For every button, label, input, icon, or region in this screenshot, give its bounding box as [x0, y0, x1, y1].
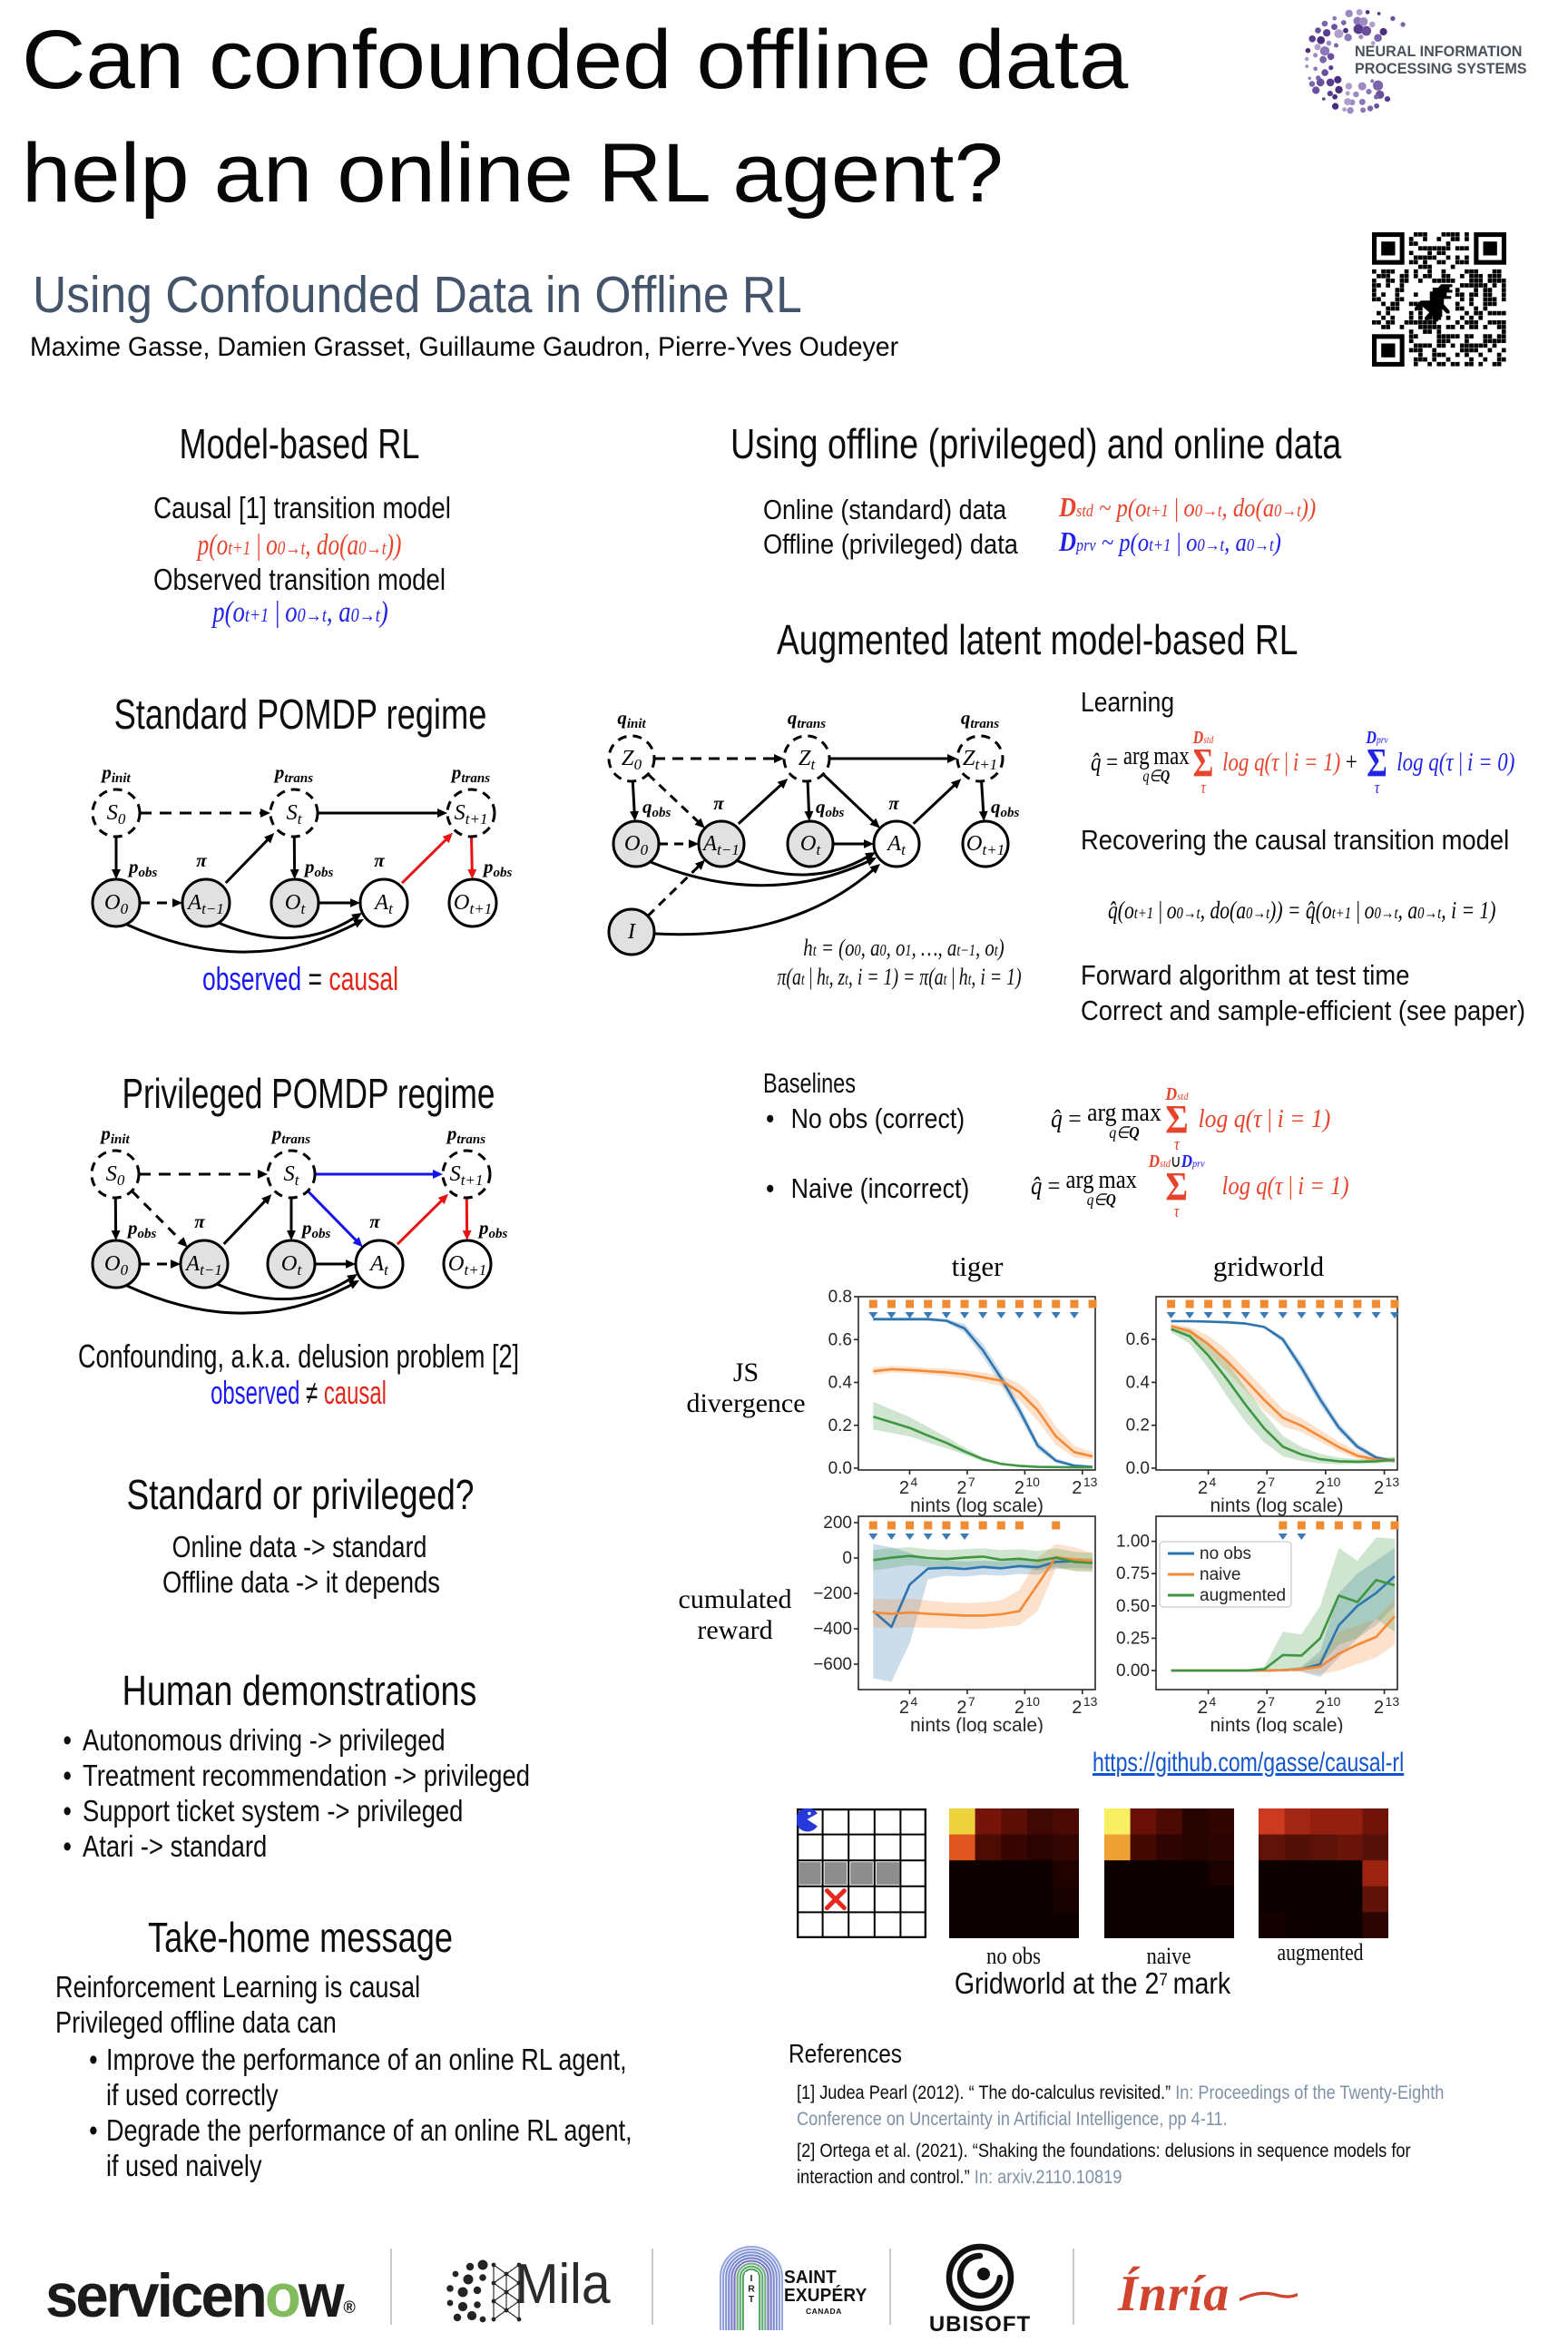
- svg-text:2: 2: [1257, 1478, 1267, 1498]
- svg-text:naive: naive: [1200, 1565, 1240, 1584]
- svg-text:π: π: [369, 1210, 380, 1232]
- svg-text:gridworld: gridworld: [1213, 1250, 1325, 1282]
- svg-text:R: R: [748, 2284, 755, 2295]
- svg-text:0: 0: [842, 1549, 852, 1568]
- svg-text:7: 7: [1268, 1694, 1275, 1709]
- svg-text:2: 2: [1315, 1478, 1325, 1498]
- svg-text:qtrans: qtrans: [961, 707, 999, 731]
- svg-text:0.6: 0.6: [1126, 1330, 1150, 1349]
- svg-text:2: 2: [899, 1478, 909, 1498]
- svg-text:augmented: augmented: [1200, 1586, 1286, 1605]
- svg-text:13: 13: [1083, 1475, 1098, 1489]
- svg-text:4: 4: [910, 1694, 917, 1709]
- svg-text:2: 2: [1374, 1698, 1384, 1718]
- svg-text:2: 2: [1072, 1698, 1082, 1718]
- svg-text:0.2: 0.2: [1126, 1416, 1150, 1436]
- svg-text:π: π: [888, 792, 899, 814]
- svg-text:pobs: pobs: [303, 856, 334, 880]
- svg-text:0.6: 0.6: [828, 1330, 852, 1349]
- svg-text:nints (log scale): nints (log scale): [1210, 1495, 1343, 1516]
- svg-text:4: 4: [910, 1475, 917, 1489]
- svg-text:0.4: 0.4: [828, 1374, 853, 1393]
- svg-text:pinit: pinit: [99, 1123, 130, 1147]
- svg-text:qinit: qinit: [617, 707, 646, 731]
- svg-text:0.2: 0.2: [828, 1416, 852, 1436]
- svg-text:π: π: [194, 1210, 205, 1232]
- svg-text:reward: reward: [697, 1615, 772, 1645]
- svg-text:pobs: pobs: [477, 1217, 508, 1241]
- svg-text:2: 2: [1257, 1698, 1267, 1718]
- svg-text:10: 10: [1327, 1475, 1341, 1489]
- svg-text:1.00: 1.00: [1116, 1533, 1150, 1552]
- svg-text:2: 2: [1198, 1478, 1208, 1498]
- svg-text:0.8: 0.8: [828, 1288, 852, 1307]
- svg-text:no obs: no obs: [1200, 1544, 1251, 1563]
- svg-text:ptrans: ptrans: [270, 1123, 310, 1147]
- svg-text:0.00: 0.00: [1116, 1661, 1150, 1681]
- svg-text:10: 10: [1327, 1694, 1341, 1709]
- svg-text:2: 2: [1315, 1698, 1325, 1718]
- svg-text:2: 2: [1014, 1478, 1024, 1498]
- svg-text:pobs: pobs: [300, 1217, 331, 1241]
- svg-text:0.25: 0.25: [1116, 1629, 1150, 1648]
- svg-text:7: 7: [1268, 1475, 1275, 1489]
- svg-text:pobs: pobs: [482, 856, 513, 880]
- svg-text:π: π: [713, 792, 724, 814]
- svg-text:0.4: 0.4: [1126, 1373, 1151, 1392]
- svg-text:π: π: [374, 849, 385, 871]
- svg-text:−200: −200: [813, 1584, 852, 1603]
- svg-text:0.0: 0.0: [1126, 1459, 1150, 1478]
- svg-text:2: 2: [956, 1698, 966, 1718]
- svg-text:nints (log scale): nints (log scale): [910, 1715, 1044, 1733]
- svg-text:0.75: 0.75: [1116, 1564, 1150, 1583]
- svg-text:2: 2: [1198, 1698, 1208, 1718]
- svg-text:pobs: pobs: [127, 856, 158, 880]
- svg-text:ptrans: ptrans: [273, 761, 313, 786]
- svg-text:2: 2: [956, 1478, 966, 1498]
- svg-text:200: 200: [823, 1514, 852, 1533]
- svg-text:JS: JS: [733, 1357, 759, 1387]
- svg-text:qobs: qobs: [642, 796, 671, 820]
- svg-text:nints (log scale): nints (log scale): [910, 1495, 1044, 1516]
- svg-text:7: 7: [968, 1475, 975, 1489]
- svg-text:0.0: 0.0: [828, 1459, 852, 1478]
- svg-text:qobs: qobs: [816, 796, 845, 820]
- svg-text:qobs: qobs: [991, 796, 1020, 820]
- svg-text:qtrans: qtrans: [788, 707, 826, 731]
- svg-text:2: 2: [1014, 1698, 1024, 1718]
- svg-text:pinit: pinit: [100, 761, 131, 786]
- svg-text:13: 13: [1083, 1694, 1098, 1709]
- svg-text:13: 13: [1386, 1694, 1400, 1709]
- svg-text:nints (log scale): nints (log scale): [1210, 1715, 1343, 1733]
- svg-text:π: π: [196, 849, 207, 871]
- svg-text:2: 2: [1374, 1478, 1384, 1498]
- svg-text:divergence: divergence: [686, 1388, 805, 1418]
- svg-text:13: 13: [1386, 1475, 1400, 1489]
- svg-text:10: 10: [1025, 1475, 1040, 1489]
- svg-text:4: 4: [1210, 1694, 1217, 1709]
- svg-text:I: I: [750, 2273, 753, 2284]
- svg-text:tiger: tiger: [952, 1250, 1004, 1282]
- svg-text:0.50: 0.50: [1116, 1597, 1150, 1616]
- svg-text:−400: −400: [813, 1620, 852, 1639]
- svg-text:cumulated: cumulated: [679, 1584, 792, 1614]
- svg-text:ptrans: ptrans: [446, 1123, 485, 1147]
- svg-text:Ot+1: Ot+1: [454, 890, 492, 917]
- svg-text:4: 4: [1210, 1475, 1217, 1489]
- svg-text:T: T: [749, 2294, 755, 2305]
- svg-text:I: I: [627, 919, 637, 944]
- svg-text:2: 2: [1072, 1478, 1082, 1498]
- svg-text:7: 7: [968, 1694, 975, 1709]
- svg-text:−600: −600: [813, 1655, 852, 1674]
- svg-text:ptrans: ptrans: [450, 761, 490, 786]
- svg-text:2: 2: [899, 1698, 909, 1718]
- svg-text:pobs: pobs: [126, 1217, 157, 1241]
- svg-text:10: 10: [1025, 1694, 1040, 1709]
